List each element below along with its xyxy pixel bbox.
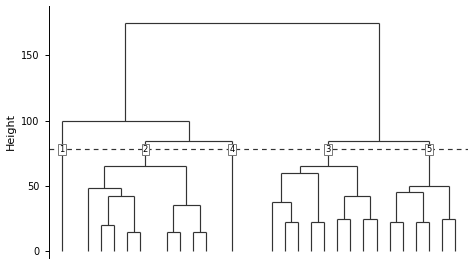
Text: 5: 5 [427, 145, 432, 154]
Text: 2: 2 [143, 145, 148, 154]
Text: 1: 1 [59, 145, 64, 154]
Text: 4: 4 [230, 145, 235, 154]
Text: 3: 3 [326, 145, 331, 154]
Y-axis label: Height: Height [6, 113, 16, 150]
